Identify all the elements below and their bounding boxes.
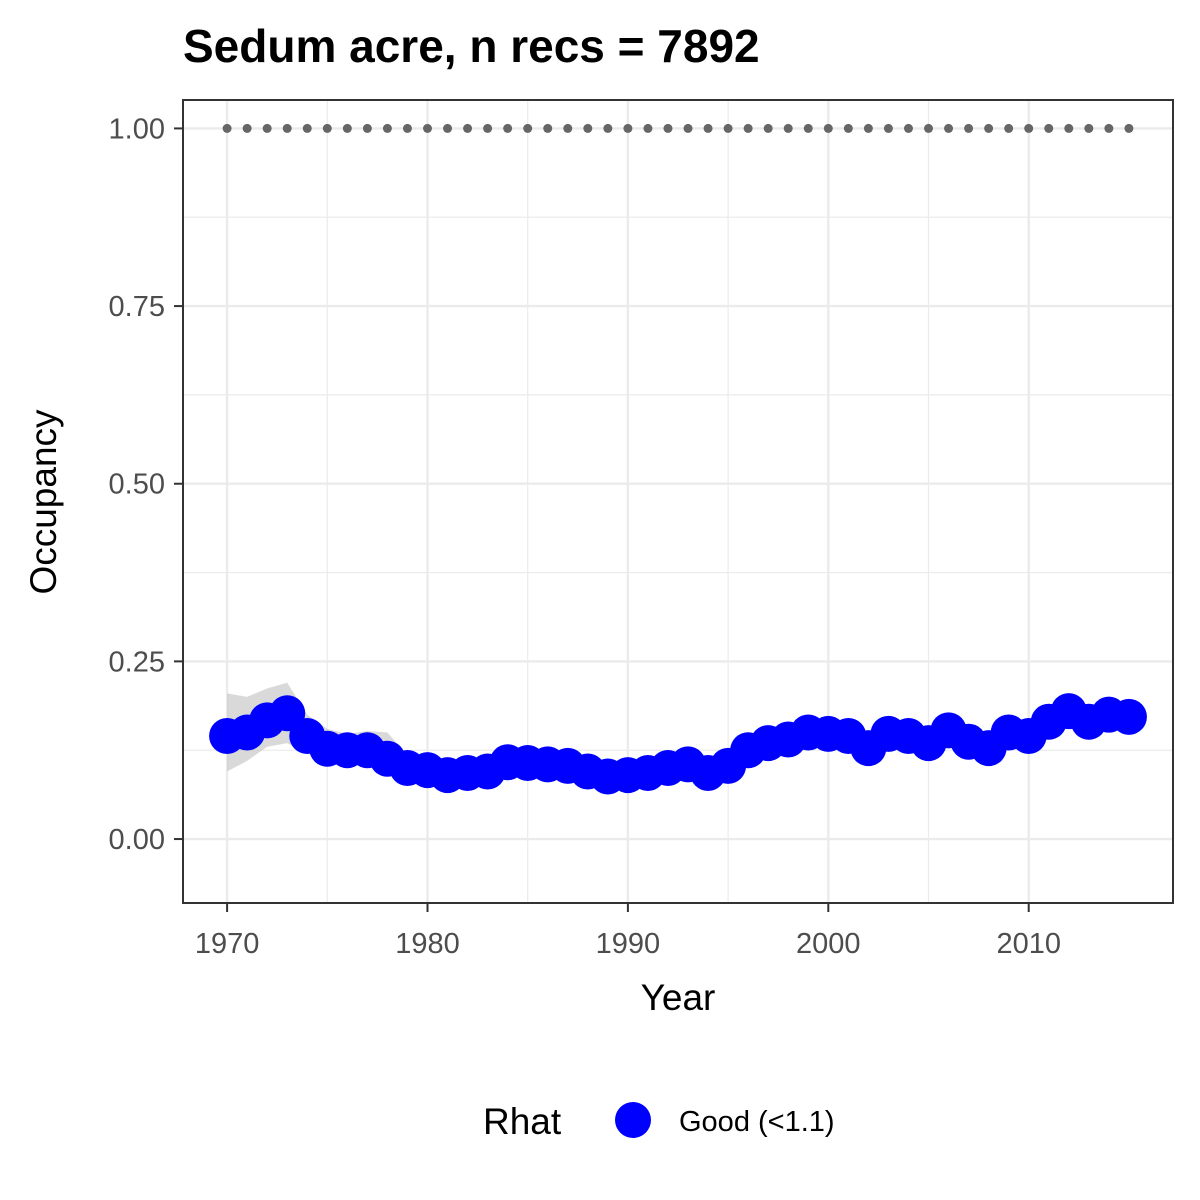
reference-dot — [483, 123, 493, 133]
reference-dot — [1084, 123, 1094, 133]
reference-dot — [1104, 123, 1114, 133]
reference-dot — [443, 123, 453, 133]
reference-dot — [382, 123, 392, 133]
reference-dot — [262, 123, 272, 133]
data-point — [1110, 698, 1147, 735]
reference-dot — [523, 123, 533, 133]
y-tick-label: 0.75 — [109, 291, 165, 323]
panel-border — [182, 99, 1174, 904]
legend-key-good — [615, 1102, 651, 1138]
reference-dot — [402, 123, 412, 133]
reference-dot — [763, 123, 773, 133]
y-axis-title: Occupancy — [23, 409, 64, 595]
reference-dot — [463, 123, 473, 133]
reference-dot — [924, 123, 934, 133]
reference-dot — [242, 123, 252, 133]
reference-dot — [1044, 123, 1054, 133]
reference-dot — [743, 123, 753, 133]
reference-dot — [903, 123, 913, 133]
reference-dot — [883, 123, 893, 133]
x-axis: 1970 1980 1990 2000 2010 — [195, 903, 1061, 960]
x-tick-label: 2010 — [996, 928, 1061, 960]
reference-dot — [683, 123, 693, 133]
reference-dot — [964, 123, 974, 133]
reference-dot — [1124, 123, 1134, 133]
x-tick-label: 1970 — [195, 928, 260, 960]
reference-dot — [1064, 123, 1074, 133]
reference-dot — [1004, 123, 1014, 133]
x-tick-label: 1990 — [596, 928, 661, 960]
y-tick-label: 0.25 — [109, 646, 165, 678]
reference-line-layer — [222, 123, 1134, 133]
reference-dot — [362, 123, 372, 133]
y-tick-label: 0.50 — [109, 469, 165, 501]
reference-dot — [803, 123, 813, 133]
reference-dot — [302, 123, 312, 133]
reference-dot — [623, 123, 633, 133]
reference-dot — [723, 123, 733, 133]
reference-dot — [663, 123, 673, 133]
data-points-layer — [209, 693, 1147, 795]
reference-dot — [583, 123, 593, 133]
y-axis: 0.00 0.25 0.50 0.75 1.00 — [109, 113, 183, 856]
reference-dot — [1024, 123, 1034, 133]
reference-dot — [322, 123, 332, 133]
legend-label-good: Good (<1.1) — [679, 1106, 835, 1138]
reference-dot — [703, 123, 713, 133]
reference-dot — [643, 123, 653, 133]
reference-dot — [282, 123, 292, 133]
reference-dot — [823, 123, 833, 133]
y-tick-label: 1.00 — [109, 113, 165, 145]
reference-dot — [944, 123, 954, 133]
grid-lines — [183, 100, 1173, 903]
legend: Rhat Good (<1.1) — [483, 1101, 835, 1142]
chart-title: Sedum acre, n recs = 7892 — [183, 20, 760, 72]
reference-dot — [783, 123, 793, 133]
reference-dot — [863, 123, 873, 133]
reference-dot — [543, 123, 553, 133]
x-tick-label: 1980 — [395, 928, 460, 960]
legend-title: Rhat — [483, 1101, 562, 1142]
reference-dot — [222, 123, 232, 133]
reference-dot — [503, 123, 513, 133]
x-tick-label: 2000 — [796, 928, 861, 960]
reference-dot — [603, 123, 613, 133]
x-axis-title: Year — [641, 977, 716, 1018]
y-tick-label: 0.00 — [109, 824, 165, 856]
reference-dot — [422, 123, 432, 133]
reference-dot — [984, 123, 994, 133]
reference-dot — [843, 123, 853, 133]
reference-dot — [563, 123, 573, 133]
reference-dot — [342, 123, 352, 133]
